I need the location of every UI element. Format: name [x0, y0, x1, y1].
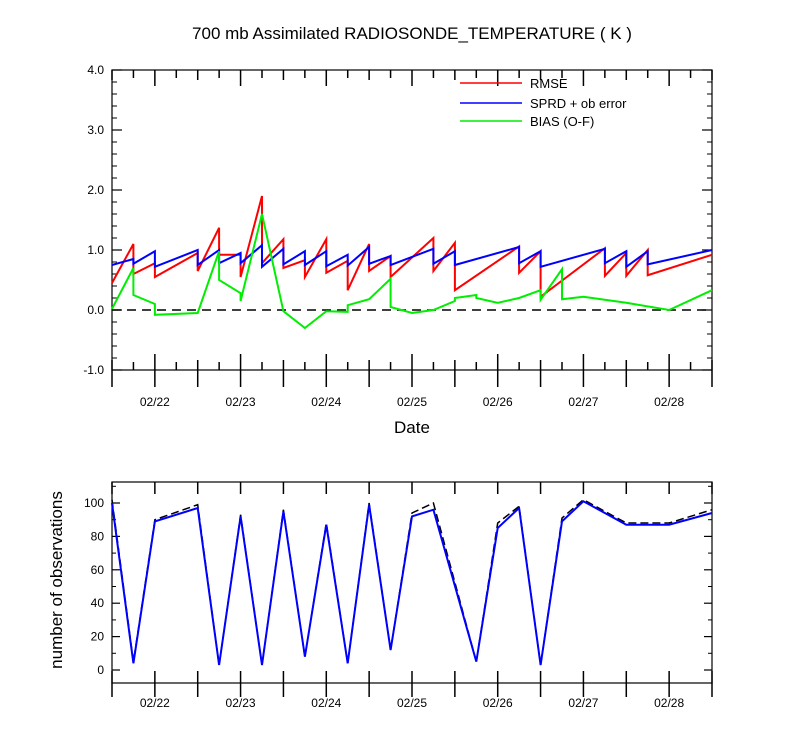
x-tick-label: 02/24 — [311, 395, 341, 409]
x-tick-label: 02/25 — [397, 395, 427, 409]
x-tick-label: 02/22 — [140, 696, 170, 710]
y-tick-label: -1.0 — [83, 363, 104, 377]
x-tick-label: 02/23 — [226, 395, 256, 409]
x-tick-label: 02/23 — [226, 696, 256, 710]
series-line-sprd — [111, 243, 713, 269]
y-tick-label: 60 — [91, 563, 105, 577]
series-line-bias — [111, 213, 713, 330]
y-tick-label: 2.0 — [87, 183, 104, 197]
chart-title: 700 mb Assimilated RADIOSONDE_TEMPERATUR… — [192, 24, 632, 43]
x-tick-label: 02/28 — [654, 395, 684, 409]
y-tick-label: 80 — [91, 529, 105, 543]
x-tick-label: 02/28 — [654, 696, 684, 710]
x-tick-label: 02/22 — [140, 395, 170, 409]
series-line-obs_used — [111, 500, 713, 666]
legend-sprd-label: SPRD + ob error — [530, 96, 627, 111]
y-tick-label: 100 — [84, 496, 104, 510]
series-line-obs_total — [111, 498, 713, 666]
x-tick-label: 02/27 — [568, 696, 598, 710]
y-tick-label: 0 — [97, 663, 104, 677]
y-axis-title: number of observations — [47, 491, 66, 669]
top-y-ticks: 4.0 3.0 2.0 1.0 0.0 -1.0 — [83, 63, 712, 377]
bottom-x-ticks: 02/22 02/23 02/24 02/25 02/26 02/27 02/28 — [111, 482, 713, 710]
x-tick-label: 02/25 — [397, 696, 427, 710]
x-tick-label: 02/26 — [483, 395, 513, 409]
x-axis-title: Date — [394, 418, 430, 437]
y-tick-label: 3.0 — [87, 123, 104, 137]
bottom-series — [111, 498, 713, 666]
y-tick-label: 4.0 — [87, 63, 104, 77]
top-plot-frame — [111, 69, 713, 371]
y-tick-label: 1.0 — [87, 243, 104, 257]
bottom-y-ticks: 100 80 60 40 20 0 — [84, 496, 712, 677]
x-tick-label: 02/24 — [311, 696, 341, 710]
legend-rmse-label: RMSE — [530, 76, 568, 91]
y-tick-label: 40 — [91, 596, 105, 610]
legend: RMSE SPRD + ob error BIAS (O-F) — [460, 76, 627, 129]
top-x-ticks: 02/22 02/23 02/24 02/25 02/26 02/27 02/28 — [111, 70, 713, 409]
top-panel: 4.0 3.0 2.0 1.0 0.0 -1.0 02/22 02/23 02/24 02/25… — [83, 63, 713, 437]
y-tick-label: 20 — [91, 630, 105, 644]
top-series — [111, 195, 713, 330]
x-tick-label: 02/27 — [568, 395, 598, 409]
bottom-minor-ticks — [112, 485, 712, 654]
y-tick-label: 0.0 — [87, 303, 104, 317]
bottom-plot-frame — [111, 481, 713, 684]
top-minor-ticks — [112, 81, 712, 359]
x-tick-label: 02/26 — [483, 696, 513, 710]
legend-bias-label: BIAS (O-F) — [530, 114, 594, 129]
series-line-rmse — [111, 195, 713, 299]
